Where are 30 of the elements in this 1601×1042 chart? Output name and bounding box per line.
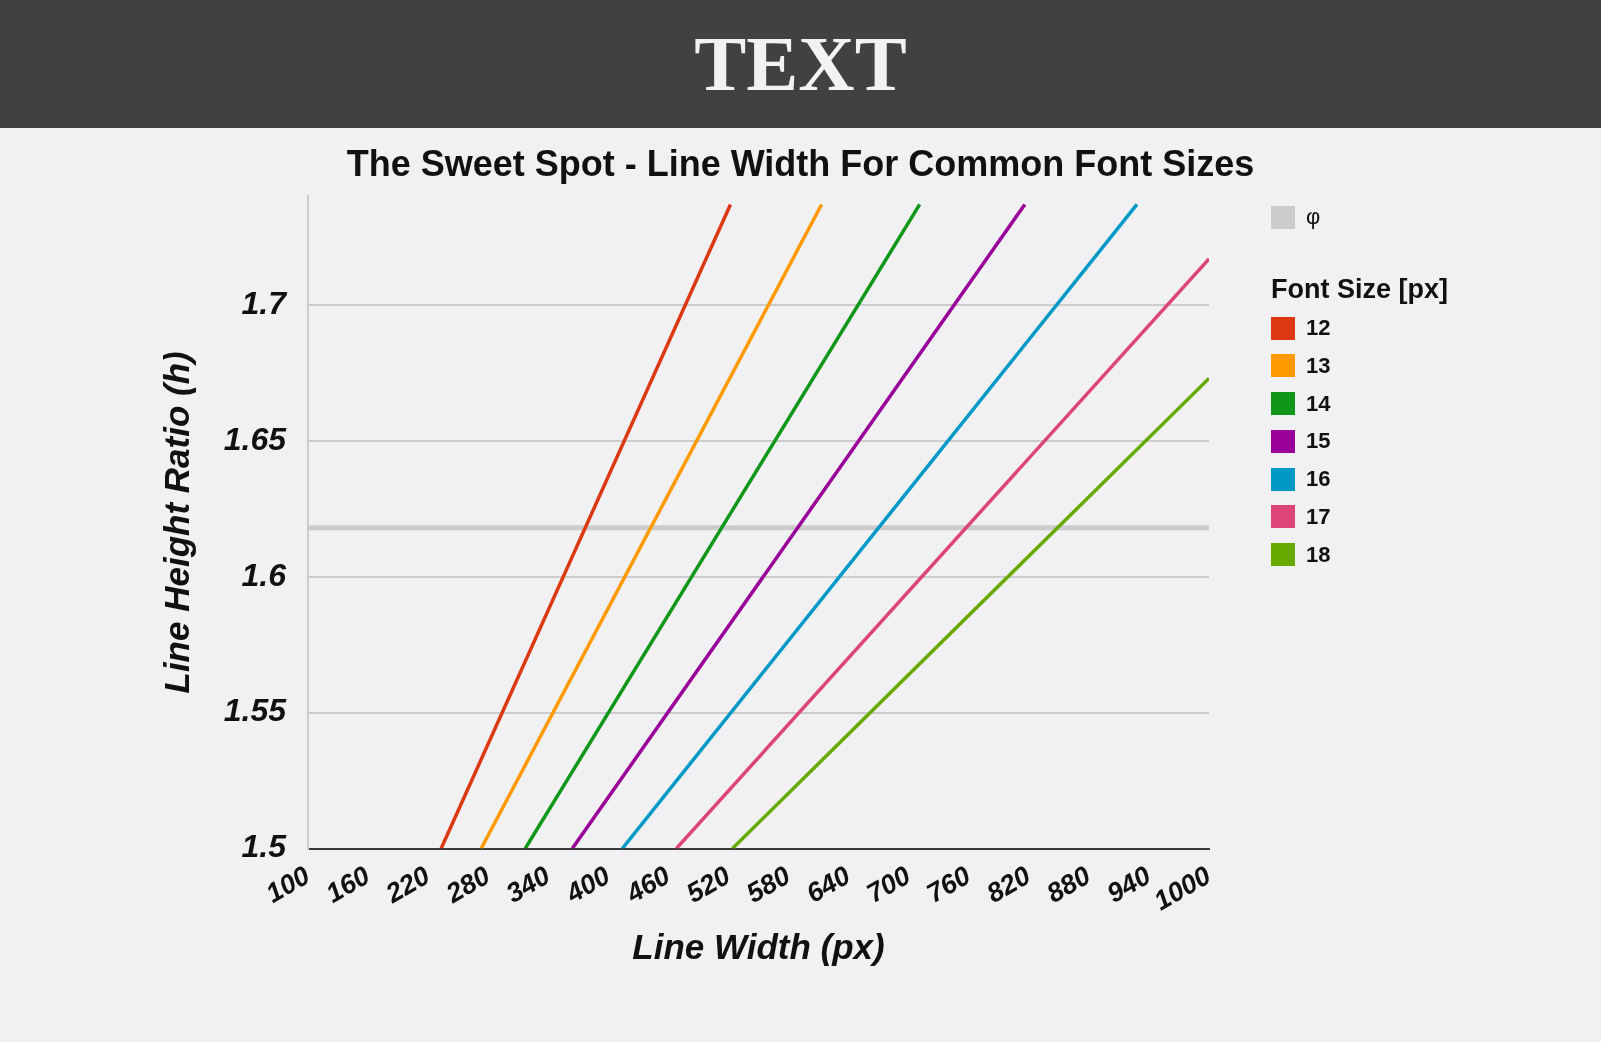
x-tick-label: 580 xyxy=(741,860,796,909)
legend-title: Font Size [px] xyxy=(1271,273,1448,305)
x-tick-label: 340 xyxy=(501,860,555,909)
y-tick-label: 1.6 xyxy=(241,556,287,593)
legend-label: φ xyxy=(1306,204,1321,230)
x-tick-label: 760 xyxy=(921,860,976,909)
legend-label: 14 xyxy=(1306,390,1331,417)
legend-label: 12 xyxy=(1306,315,1331,341)
legend-label: 16 xyxy=(1306,466,1331,493)
x-tick-label: 700 xyxy=(861,860,916,909)
legend-label: 18 xyxy=(1306,541,1331,568)
x-tick-label: 160 xyxy=(320,860,375,909)
text: TEXT xyxy=(694,20,907,107)
legend-label: 15 xyxy=(1306,428,1331,455)
x-tick-label: 280 xyxy=(440,860,495,910)
x-tick-label: 820 xyxy=(981,860,1036,909)
x-axis-title: Line Width (px) xyxy=(632,927,885,967)
x-tick-label: 220 xyxy=(380,860,435,910)
x-tick-label: 460 xyxy=(620,860,676,910)
x-tick-label: 880 xyxy=(1041,860,1096,909)
y-tick-label: 1.7 xyxy=(241,284,289,321)
y-tick-label: 1.65 xyxy=(223,420,288,457)
x-tick-label: 640 xyxy=(801,860,856,909)
legend-label: 17 xyxy=(1306,503,1331,530)
x-tick-label: 400 xyxy=(560,860,616,910)
y-axis-title: Line Height Ratio (h) xyxy=(156,351,196,694)
y-tick-label: 1.55 xyxy=(223,692,288,729)
legend-label: 13 xyxy=(1306,352,1331,379)
x-tick-label: 520 xyxy=(681,860,736,909)
chart-title: The Sweet Spot - Line Width For Common Font Sizes xyxy=(346,142,1255,184)
